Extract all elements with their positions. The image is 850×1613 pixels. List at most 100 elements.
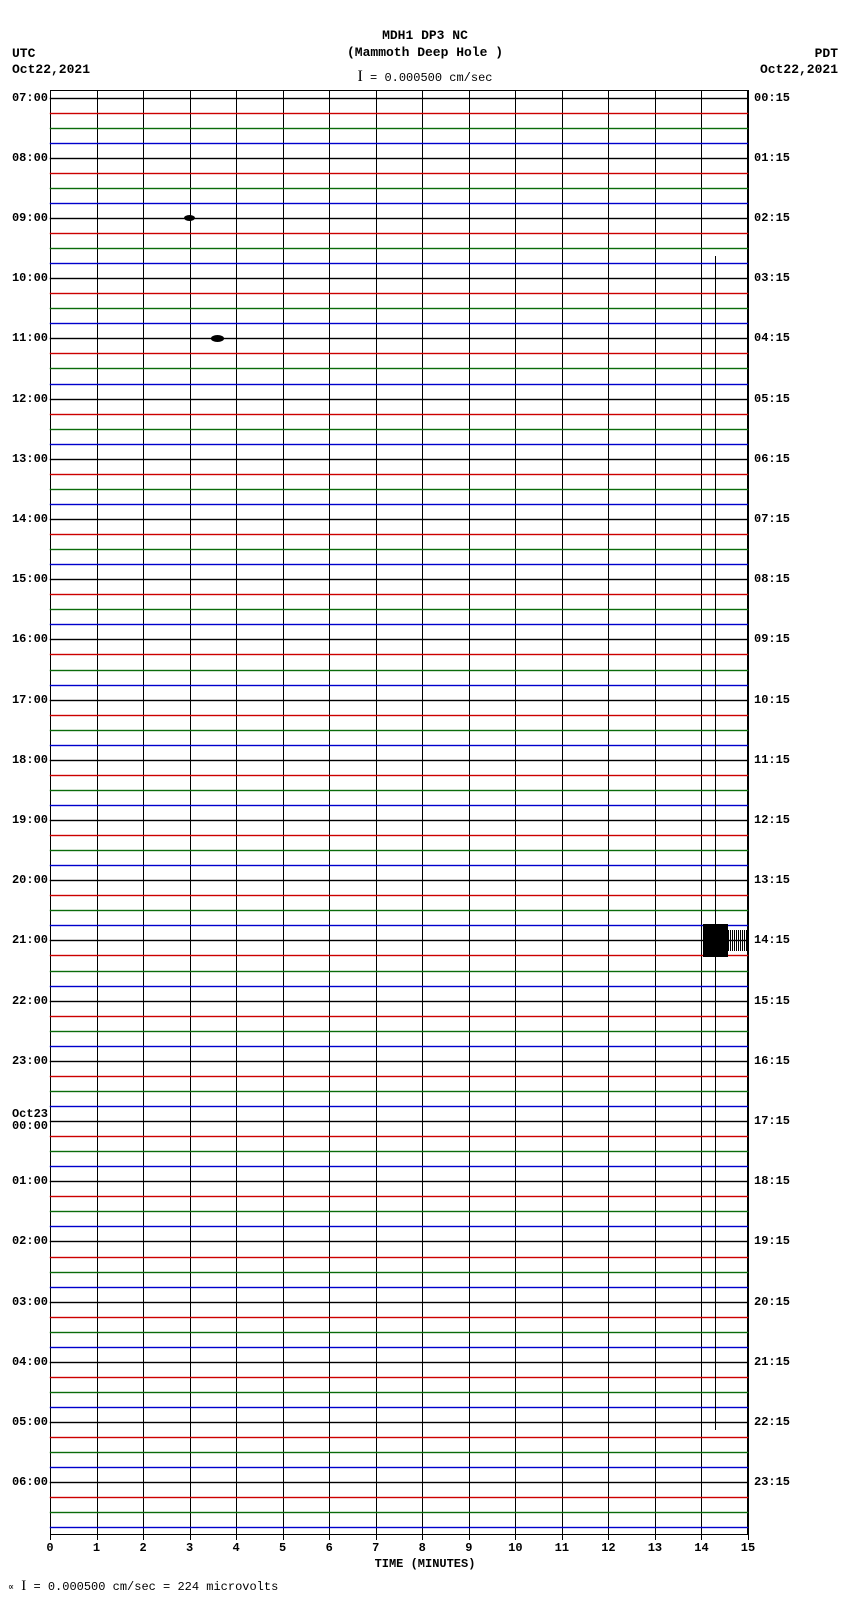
x-tick — [562, 1535, 563, 1540]
utc-hour-label: 17:00 — [12, 693, 48, 707]
trace-row — [50, 790, 748, 791]
pdt-hour-label: 08:15 — [754, 572, 790, 586]
trace-row — [50, 519, 748, 520]
x-tick-label: 2 — [139, 1541, 146, 1555]
trace-row — [50, 323, 748, 324]
trace-row — [50, 1377, 748, 1378]
trace-row — [50, 880, 748, 881]
trace-row — [50, 1211, 748, 1212]
trace-row — [50, 308, 748, 309]
x-tick — [748, 1535, 749, 1540]
trace-row — [50, 203, 748, 204]
trace-row — [50, 1091, 748, 1092]
trace-row — [50, 1121, 748, 1122]
trace-row — [50, 1061, 748, 1062]
trace-row — [50, 338, 748, 339]
trace-row — [50, 1482, 748, 1483]
trace-row — [50, 820, 748, 821]
pdt-hour-label: 11:15 — [754, 753, 790, 767]
trace-row — [50, 955, 748, 956]
utc-hour-label: 19:00 — [12, 813, 48, 827]
x-tick-label: 14 — [694, 1541, 708, 1555]
x-tick-label: 0 — [46, 1541, 53, 1555]
trace-row — [50, 1392, 748, 1393]
x-tick — [190, 1535, 191, 1540]
trace-row — [50, 1016, 748, 1017]
pdt-hour-label: 17:15 — [754, 1114, 790, 1128]
trace-row — [50, 534, 748, 535]
chart-title: MDH1 DP3 NC (Mammoth Deep Hole ) — [0, 28, 850, 62]
vgrid-line — [329, 90, 330, 1535]
utc-hour-label: 08:00 — [12, 151, 48, 165]
x-tick — [515, 1535, 516, 1540]
trace-row — [50, 444, 748, 445]
scale-label: I = 0.000500 cm/sec — [0, 68, 850, 86]
trace-row — [50, 1347, 748, 1348]
trace-row — [50, 654, 748, 655]
trace-row — [50, 113, 748, 114]
trace-row — [50, 1151, 748, 1152]
title-line2: (Mammoth Deep Hole ) — [347, 45, 503, 60]
x-tick-label: 8 — [419, 1541, 426, 1555]
trace-row — [50, 1076, 748, 1077]
x-tick — [329, 1535, 330, 1540]
utc-hour-label: 14:00 — [12, 512, 48, 526]
pdt-hour-label: 03:15 — [754, 271, 790, 285]
x-tick — [701, 1535, 702, 1540]
utc-hour-label: 07:00 — [12, 91, 48, 105]
trace-row — [50, 1512, 748, 1513]
trace-row — [50, 414, 748, 415]
plot-border — [50, 90, 748, 1535]
trace-row — [50, 1046, 748, 1047]
vgrid-line — [50, 90, 51, 1535]
vgrid-line — [143, 90, 144, 1535]
trace-row — [50, 384, 748, 385]
vgrid-line — [236, 90, 237, 1535]
trace-row — [50, 263, 748, 264]
pdt-hour-label: 02:15 — [754, 211, 790, 225]
utc-hour-label: 01:00 — [12, 1174, 48, 1188]
vgrid-line — [422, 90, 423, 1535]
x-tick-label: 15 — [741, 1541, 755, 1555]
pdt-hour-label: 13:15 — [754, 873, 790, 887]
trace-row — [50, 1407, 748, 1408]
pdt-hour-label: 09:15 — [754, 632, 790, 646]
trace-row — [50, 594, 748, 595]
big-event-ring — [728, 930, 748, 951]
x-tick — [236, 1535, 237, 1540]
vgrid-line — [515, 90, 516, 1535]
x-axis-label: TIME (MINUTES) — [0, 1557, 850, 1571]
trace-row — [50, 1317, 748, 1318]
x-tick-label: 13 — [648, 1541, 662, 1555]
trace-row — [50, 1272, 748, 1273]
x-tick — [283, 1535, 284, 1540]
pdt-hour-label: 15:15 — [754, 994, 790, 1008]
x-tick-label: 11 — [555, 1541, 569, 1555]
x-tick — [376, 1535, 377, 1540]
trace-row — [50, 971, 748, 972]
x-tick-label: 3 — [186, 1541, 193, 1555]
trace-row — [50, 1497, 748, 1498]
trace-row — [50, 1437, 748, 1438]
x-tick — [469, 1535, 470, 1540]
trace-row — [50, 474, 748, 475]
trace-row — [50, 353, 748, 354]
trace-row — [50, 700, 748, 701]
trace-row — [50, 158, 748, 159]
trace-row — [50, 1287, 748, 1288]
vgrid-line — [562, 90, 563, 1535]
utc-hour-label: 11:00 — [12, 331, 48, 345]
utc-hour-label: 12:00 — [12, 392, 48, 406]
x-tick — [655, 1535, 656, 1540]
x-tick — [50, 1535, 51, 1540]
pdt-hour-label: 14:15 — [754, 933, 790, 947]
trace-row — [50, 579, 748, 580]
utc-hour-label: 16:00 — [12, 632, 48, 646]
vgrid-line — [97, 90, 98, 1535]
trace-row — [50, 745, 748, 746]
vgrid-line — [608, 90, 609, 1535]
pdt-hour-label: 19:15 — [754, 1234, 790, 1248]
vgrid-line — [469, 90, 470, 1535]
utc-hour-label: 20:00 — [12, 873, 48, 887]
trace-row — [50, 1136, 748, 1137]
